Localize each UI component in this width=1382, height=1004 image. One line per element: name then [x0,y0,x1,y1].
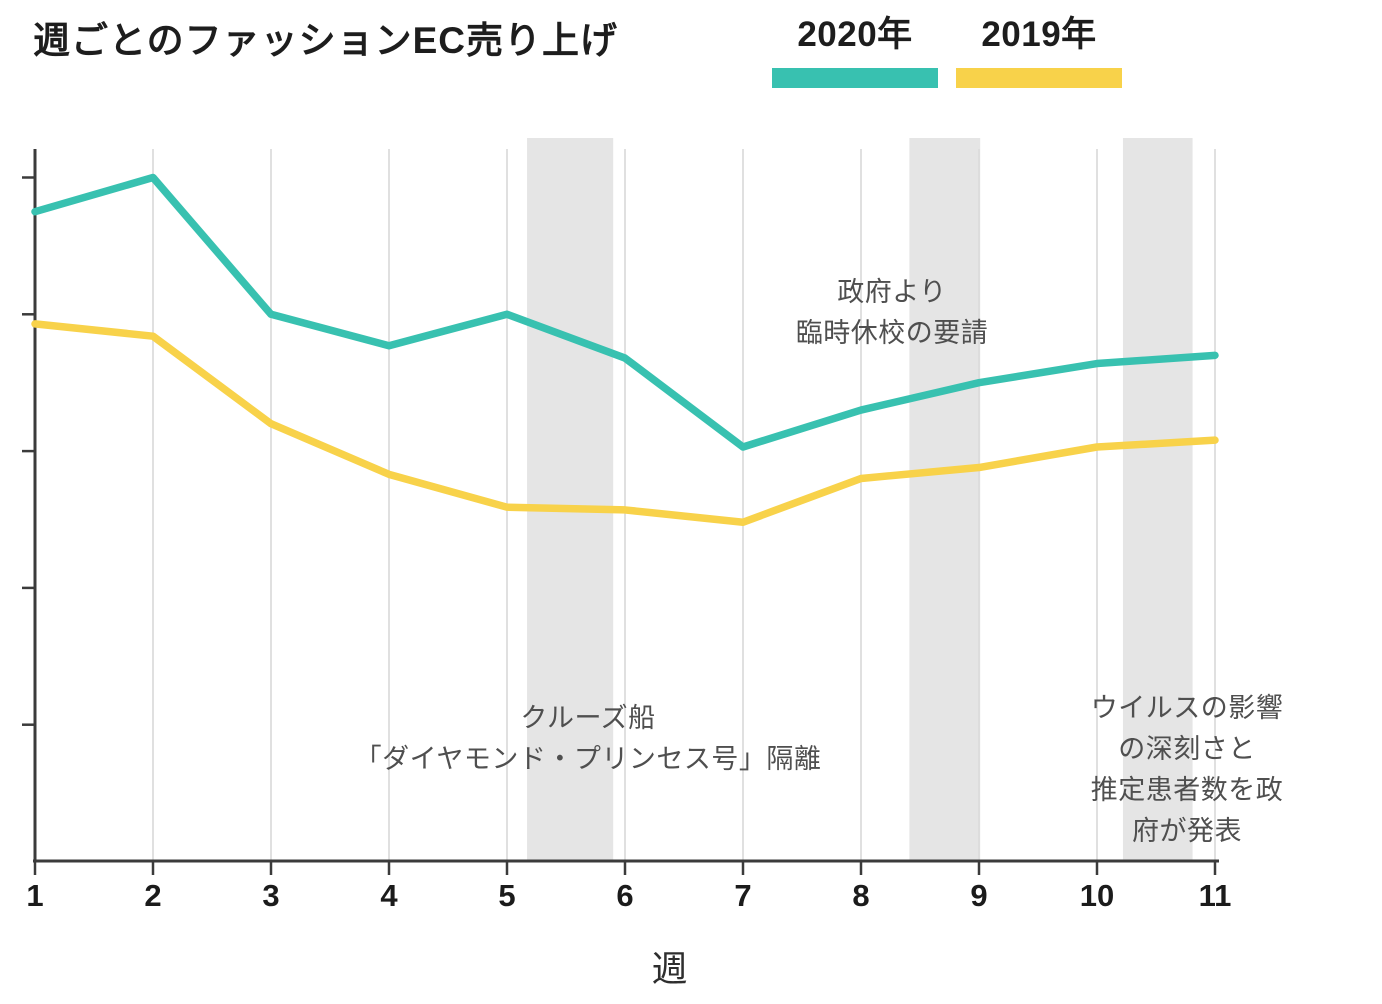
x-tick-label-6: 6 [616,878,633,913]
annotation-virus-announcement: ウイルスの影響の深刻さと 推定患者数を政府が発表 [1090,693,1284,846]
x-tick-label-7: 7 [734,878,751,913]
highlight-band-1 [527,138,614,861]
x-tick-label-3: 3 [262,878,279,913]
legend-item-2020: 2020年 [772,12,938,88]
legend-label-2020: 2020年 [797,15,913,54]
highlight-band-2 [909,138,981,861]
legend-swatch-2019 [956,68,1122,88]
x-tick-label-1: 1 [26,878,43,913]
x-tick-label-8: 8 [852,878,869,913]
x-tick-label-5: 5 [498,878,515,913]
legend-swatch-2020 [772,68,938,88]
x-tick-label-4: 4 [380,878,398,913]
legend-item-2019: 2019年 [956,12,1122,88]
series-line-2019年 [31,320,1219,526]
highlight-band-3 [1122,138,1193,861]
x-tick-label-10: 10 [1080,878,1114,913]
annotation-school-closure: 政府より 臨時休校の要請 [795,277,989,348]
annotation-cruise-ship: クルーズ船 「ダイヤモンド・プリンセス号」隔離 [354,703,822,774]
legend-label-2019: 2019年 [981,15,1097,54]
series-line-2020年 [31,173,1219,451]
chart-legend: 2020年 2019年 [772,12,1122,88]
x-axis-label: 週 [651,948,689,989]
x-tick-label-11: 11 [1199,878,1232,913]
page-title: 週ごとのファッションEC売り上げ [33,20,619,61]
x-tick-label-2: 2 [144,878,161,913]
x-tick-label-9: 9 [970,878,987,913]
